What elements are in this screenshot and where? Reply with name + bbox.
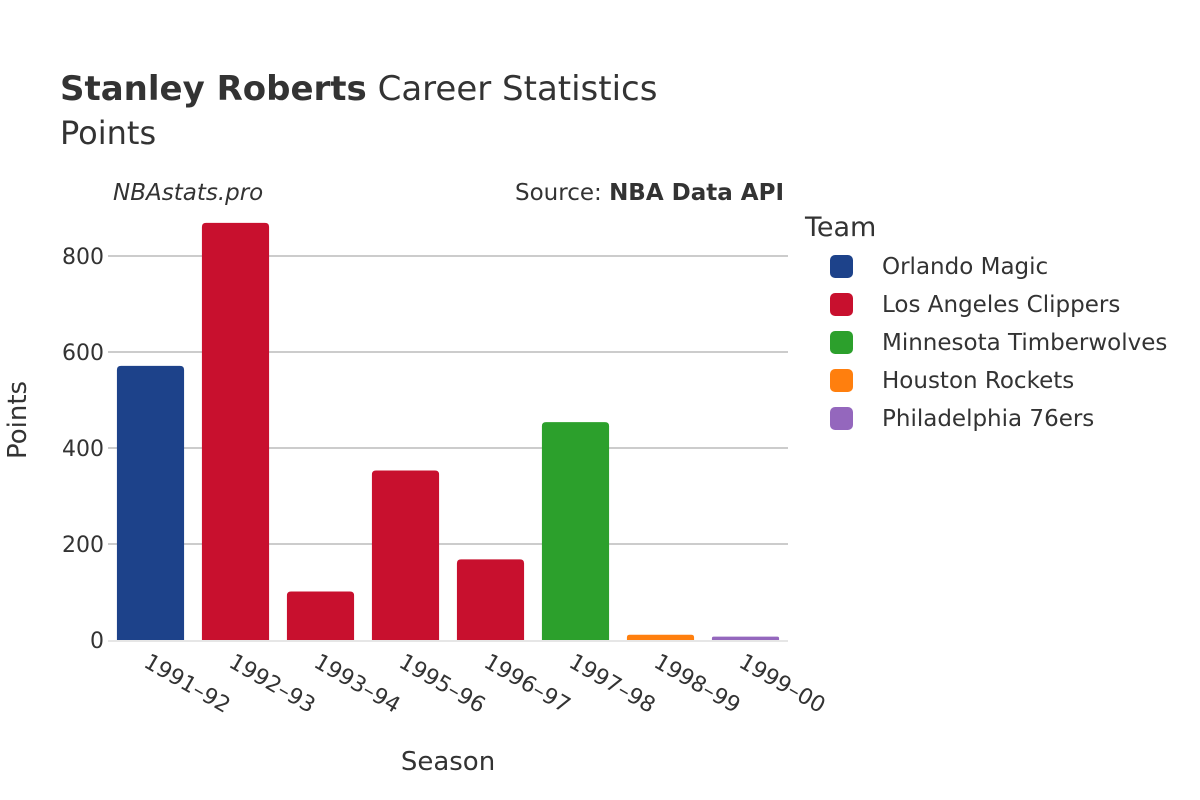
source-prefix: Source: — [515, 180, 609, 206]
x-tick-label: 1993–94 — [310, 650, 405, 719]
x-axis-ticks: 1991–921992–931993–941995–961996–971997–… — [140, 650, 830, 719]
y-tick-label: 600 — [62, 341, 104, 366]
y-tick-label: 400 — [62, 437, 104, 462]
source-name: NBA Data API — [609, 180, 784, 206]
y-axis-ticks: 0 200 400 600 800 — [62, 245, 104, 654]
bar-1997–98 — [541, 422, 610, 640]
legend-item-label: Minnesota Timberwolves — [882, 330, 1167, 356]
y-tick-label: 0 — [90, 629, 104, 654]
x-tick-label: 1997–98 — [565, 650, 660, 719]
legend: Orlando Magic Los Angeles Clippers Minneso… — [830, 254, 1167, 432]
x-axis-title: Season — [401, 747, 495, 777]
x-tick-label: 1992–93 — [225, 650, 320, 719]
chart-title: Stanley Roberts Career Statistics — [60, 69, 657, 109]
legend-item-label: Philadelphia 76ers — [882, 406, 1094, 432]
x-tick-label: 1991–92 — [140, 650, 235, 719]
watermark-text: NBAstats.pro — [113, 180, 263, 206]
title-rest: Career Statistics — [367, 69, 658, 109]
bars — [116, 222, 780, 640]
bar-1999–00 — [711, 636, 780, 640]
legend-item-label: Orlando Magic — [882, 254, 1048, 280]
x-tick-label: 1995–96 — [395, 650, 490, 719]
y-tick-label: 200 — [62, 533, 104, 558]
title-player-name: Stanley Roberts — [60, 69, 367, 109]
x-tick-label: 1999–00 — [735, 650, 830, 719]
y-tick-label: 800 — [62, 245, 104, 270]
source-text: Source: NBA Data API — [515, 180, 784, 206]
bar-1993–94 — [286, 591, 355, 640]
legend-swatch — [830, 293, 853, 316]
legend-swatch — [830, 255, 853, 278]
legend-swatch — [830, 369, 853, 392]
bar-1995–96 — [371, 470, 440, 640]
y-axis-title: Points — [3, 381, 33, 459]
chart-subtitle: Points — [60, 114, 156, 152]
legend-title: Team — [804, 212, 876, 243]
legend-item-label: Houston Rockets — [882, 368, 1074, 394]
x-tick-label: 1998–99 — [650, 650, 745, 719]
bar-1992–93 — [201, 222, 270, 640]
legend-swatch — [830, 407, 853, 430]
bar-1996–97 — [456, 559, 525, 640]
legend-swatch — [830, 331, 853, 354]
bar-1991–92 — [116, 365, 185, 640]
x-tick-label: 1996–97 — [480, 650, 575, 719]
legend-item-label: Los Angeles Clippers — [882, 292, 1120, 318]
bar-1998–99 — [626, 634, 695, 640]
